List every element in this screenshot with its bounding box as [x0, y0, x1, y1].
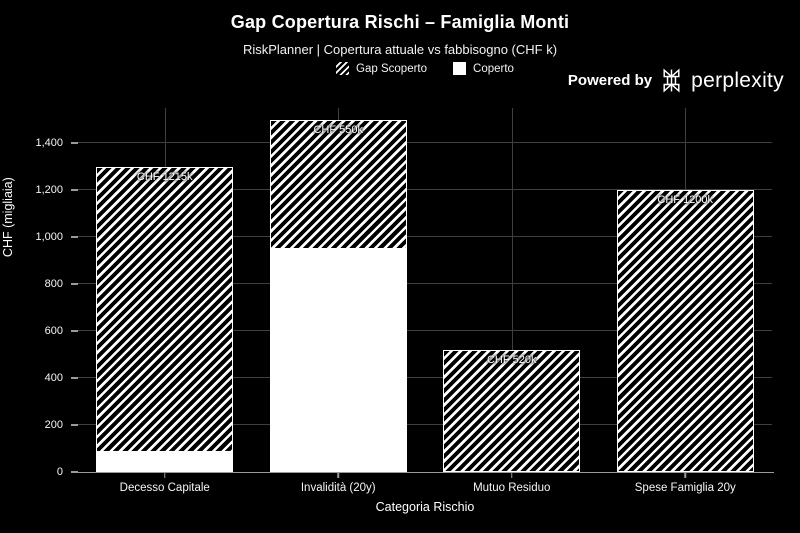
y-tick-label: 1,400 — [35, 137, 63, 150]
y-tick-label: 1,000 — [35, 231, 63, 244]
legend-label: Coperto — [473, 62, 514, 75]
bar-segment-gap-scoperto: CHF 550k — [269, 119, 407, 249]
y-tick-label: 1,200 — [35, 184, 63, 197]
x-tick-label: Spese Famiglia 20y — [634, 482, 736, 494]
gridline-h — [78, 330, 772, 332]
bar-value-label: CHF 1200k — [657, 194, 714, 207]
perplexity-logo-icon — [663, 68, 680, 93]
gridline-h — [78, 189, 772, 191]
powered-by-text: Powered by — [567, 72, 653, 89]
gridline-h — [78, 283, 772, 285]
y-tick-label: 600 — [44, 325, 63, 338]
x-tick-label: Decesso Capitale — [119, 482, 210, 494]
y-tick-mark — [71, 189, 78, 191]
bar-segment-gap-scoperto: CHF 1215k — [96, 166, 234, 453]
hatched-swatch-icon — [336, 62, 350, 75]
y-tick-mark — [71, 142, 78, 144]
bar-value-label: CHF 550k — [313, 123, 363, 136]
y-tick-mark — [71, 236, 78, 238]
gridline-v — [511, 108, 513, 472]
y-tick-label: 400 — [44, 372, 63, 385]
powered-by-branding: Powered by perplexity — [568, 68, 784, 93]
bar-value-label: CHF 520k — [486, 353, 537, 366]
perplexity-wordmark: perplexity — [691, 68, 784, 92]
x-tick-label: Invalidità (20y) — [300, 482, 376, 494]
bar-segment-coperto — [96, 452, 234, 472]
x-axis-label: Categoria Rischio — [375, 500, 475, 514]
bar-segment-gap-scoperto: CHF 520k — [443, 349, 581, 472]
chart-title: Gap Copertura Rischi – Famiglia Monti — [230, 12, 570, 32]
y-tick-label: 200 — [44, 419, 63, 432]
chart-legend: Gap Scoperto Coperto — [78, 62, 772, 75]
legend-label: Gap Scoperto — [356, 62, 428, 75]
legend-item-coperto: Coperto — [453, 62, 514, 75]
x-axis-line — [72, 471, 774, 473]
y-axis-label: CHF (migliaia) — [1, 177, 15, 258]
bar-value-label: CHF 1215k — [136, 170, 193, 183]
gridline-h — [78, 236, 772, 238]
gridline-h — [78, 142, 772, 144]
bar-segment-gap-scoperto: CHF 1200k — [616, 190, 754, 472]
x-tick-mark — [164, 472, 166, 478]
x-tick-label: Mutuo Residuo — [473, 482, 551, 494]
y-tick-label: 800 — [44, 278, 63, 291]
y-tick-mark — [71, 283, 78, 285]
y-tick-label: 0 — [56, 466, 63, 478]
plot-area: 0 200 400 600 800 1,000 1,200 1,400 CHF 1215k Dec… — [35, 108, 774, 494]
y-tick-mark — [71, 330, 78, 332]
bar-segment-coperto — [269, 248, 407, 472]
x-tick-mark — [684, 472, 686, 478]
gridline-h — [78, 424, 772, 426]
y-tick-mark — [71, 377, 78, 379]
gridline-h — [78, 377, 772, 379]
y-tick-mark — [71, 424, 78, 426]
solid-swatch-icon — [453, 62, 467, 75]
chart-subtitle: RiskPlanner | Copertura attuale vs fabbi… — [242, 42, 558, 57]
x-tick-mark — [511, 472, 513, 478]
x-tick-mark — [337, 472, 339, 478]
legend-item-gap-scoperto: Gap Scoperto — [336, 62, 427, 75]
